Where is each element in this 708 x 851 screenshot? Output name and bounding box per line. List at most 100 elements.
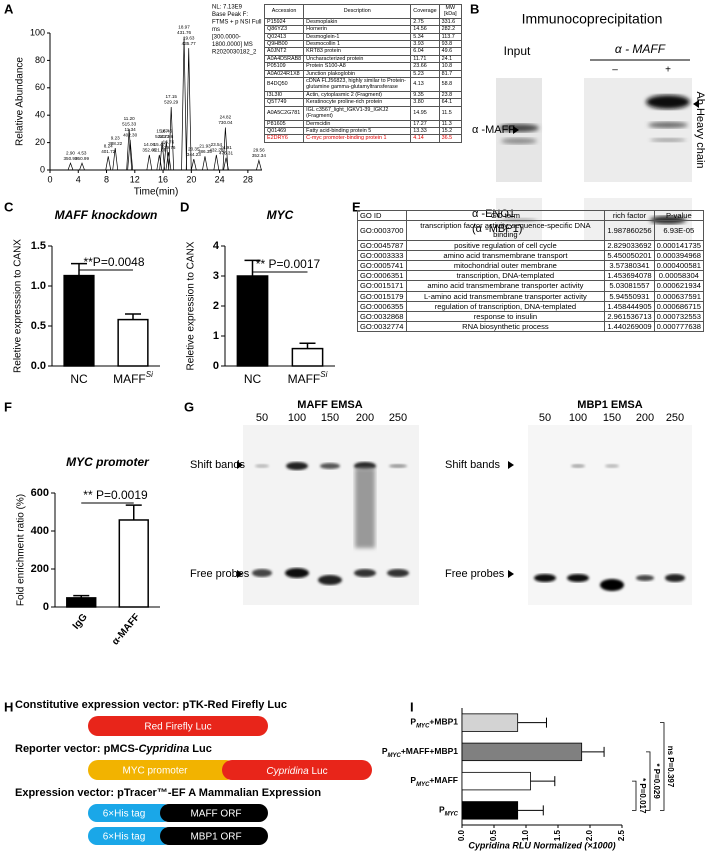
table-cell: GO:0032774 — [357, 321, 407, 333]
y-tick-label: 3 — [213, 270, 219, 282]
ip-title: Immunocoprecipitation — [522, 11, 663, 27]
table-cell: Keratinocyte proline-rich protein — [303, 98, 412, 107]
peak — [126, 128, 132, 171]
table-cell: amino acid transmembrane transport — [405, 249, 606, 262]
peak-label: 21.93 — [199, 144, 211, 149]
peak — [79, 162, 85, 171]
panel-label: A — [4, 1, 14, 16]
peak — [146, 154, 153, 171]
table-cell: Fatty acid-binding protein 5 — [303, 126, 412, 136]
error-bar — [581, 746, 605, 757]
table-cell: L-amino acid transmembrane transporter a… — [405, 290, 606, 302]
y-tick-label: PMYC+MBP1 — [410, 717, 458, 729]
y-tick-label: 20 — [35, 137, 45, 147]
chart-title: MAFF knockdown — [55, 208, 158, 222]
table-cell: GO:0003700 — [357, 220, 407, 241]
significance-bracket — [660, 722, 665, 811]
bar — [461, 771, 531, 791]
table-cell: 11.5 — [438, 105, 463, 121]
category-superscript: Si — [146, 370, 153, 379]
table-cell: 2.961536713 — [604, 311, 655, 323]
gel-title: MBP1 EMSA — [577, 399, 642, 411]
vector-title: Reporter vector: pMCS-Cypridina Luc — [15, 743, 212, 755]
bar — [118, 519, 149, 608]
peak — [112, 148, 119, 171]
peak-label: 435.77 — [182, 41, 196, 46]
peak-label: 507.86 — [159, 134, 173, 139]
band — [600, 579, 624, 591]
band — [650, 138, 686, 142]
x-tick-label: NC — [70, 372, 88, 386]
panel-label: B — [470, 1, 479, 16]
table-cell: 5.03081557 — [604, 280, 655, 292]
table-cell: A0A5C2G781 — [263, 105, 305, 121]
table-cell: 1.987860256 — [604, 220, 655, 241]
table-cell: RNA biosynthetic process — [405, 321, 606, 333]
category-text: α-MAFF — [110, 612, 142, 648]
y-tick-label: 100 — [30, 27, 45, 37]
table-cell: mitochondrial outer membrane — [405, 260, 606, 272]
table-cell: 0.000621934 — [653, 280, 705, 292]
table-cell: A0JNT2 — [263, 47, 305, 56]
band — [389, 464, 407, 468]
box-label: 6×His tag — [103, 832, 146, 843]
panel-label: E — [352, 199, 361, 214]
category-part: MYC — [416, 782, 430, 788]
bar — [461, 742, 583, 762]
peak-label: 350.99 — [63, 156, 77, 161]
table-cell: 5.34 — [410, 32, 440, 42]
category-text: NC — [244, 372, 262, 386]
x-tick-label: 1.5 — [553, 829, 562, 841]
table-cell: Protein S100-A8 — [303, 62, 412, 71]
promoter-box — [88, 760, 236, 780]
y-tick-label: 1 — [213, 330, 219, 342]
band — [286, 462, 308, 470]
table-cell: 0.00058304 — [653, 270, 705, 282]
table-cell: 2.829033692 — [604, 239, 655, 251]
y-axis-title: Reletive expresssion to CANX — [13, 239, 24, 373]
peak — [156, 154, 163, 171]
table-cell: 113.7 — [438, 32, 463, 42]
band — [501, 138, 537, 144]
category-part: P — [382, 746, 388, 756]
orf-box — [160, 804, 268, 822]
category-text: IgG — [70, 611, 89, 631]
table-cell: positive regulation of cell cycle — [405, 239, 606, 251]
peak-label: 730.04 — [218, 120, 232, 125]
lane-label: 150 — [603, 412, 621, 424]
vector-title: Constitutive expression vector: pTK-Red … — [15, 699, 287, 711]
x-tick-label: 16 — [158, 174, 168, 184]
band — [571, 464, 585, 468]
peak-label: 17.15 — [165, 94, 177, 99]
table-cell: 0.000732553 — [653, 311, 705, 323]
smear — [355, 468, 375, 548]
y-tick-label: 0 — [40, 164, 45, 174]
category-part: MYC — [388, 752, 402, 758]
y-tick-label: 0 — [213, 360, 219, 372]
peak-label: 401.72 — [101, 149, 115, 154]
peak-label: 8.24 — [104, 144, 113, 149]
peak-label: 431.76 — [177, 30, 191, 35]
peak — [127, 139, 133, 171]
band — [646, 95, 690, 109]
band — [665, 574, 685, 582]
peak — [190, 158, 197, 171]
info-line: R2020030182_2 — [212, 50, 257, 56]
error-bar — [73, 594, 90, 598]
table-cell: P81605 — [263, 119, 305, 128]
peak-label: 515.33 — [122, 122, 136, 127]
y-tick-label: 80 — [35, 55, 45, 65]
box-label: MAFF ORF — [190, 809, 241, 820]
category-superscript: Si — [320, 370, 327, 379]
bar — [66, 597, 97, 608]
table-cell: 14.95 — [410, 105, 440, 121]
category-part: P — [410, 717, 416, 727]
table-cell: 9.35 — [410, 90, 440, 100]
bar — [236, 275, 269, 367]
y-tick-label: 2 — [213, 300, 219, 312]
peak-label: 23.54 — [211, 142, 223, 147]
category-text: MAFF — [113, 372, 146, 386]
peak-label: 14.06 — [144, 142, 156, 147]
bar — [63, 274, 95, 367]
table-cell: IGL c3567_light_IGKV1-39_IGKJ2 (Fragment… — [303, 105, 412, 121]
